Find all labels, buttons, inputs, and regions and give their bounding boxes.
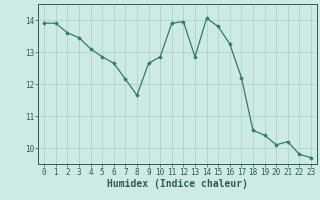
X-axis label: Humidex (Indice chaleur): Humidex (Indice chaleur): [107, 179, 248, 189]
